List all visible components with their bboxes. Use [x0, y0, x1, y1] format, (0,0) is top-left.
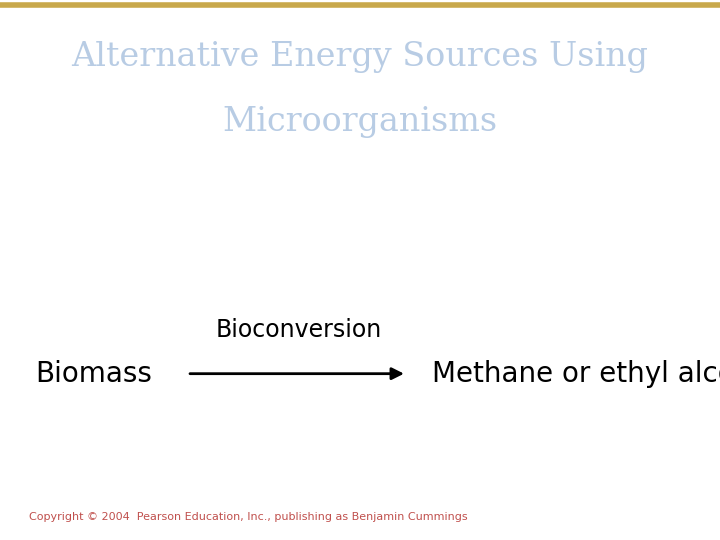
Text: Microorganisms: Microorganisms [222, 105, 498, 138]
Text: Methane or ethyl alcohol: Methane or ethyl alcohol [432, 360, 720, 388]
Text: Copyright © 2004  Pearson Education, Inc., publishing as Benjamin Cummings: Copyright © 2004 Pearson Education, Inc.… [29, 512, 467, 522]
Text: Bioconversion: Bioconversion [216, 318, 382, 342]
Text: Biomass: Biomass [35, 360, 152, 388]
Text: Alternative Energy Sources Using: Alternative Energy Sources Using [71, 40, 649, 73]
